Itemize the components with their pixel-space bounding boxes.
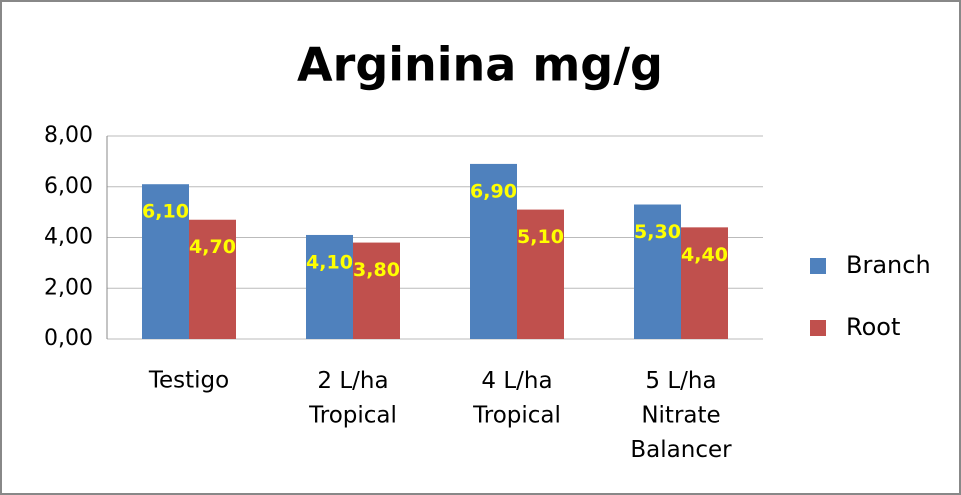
y-tick-label: 2,00 [44,275,93,300]
y-tick-label: 8,00 [44,123,93,148]
x-tick-label: Testigo [148,368,229,394]
bar [353,242,400,339]
x-tick-label: 5 L/ha Nitrate Balancer [630,368,732,463]
value-label: 6,90 [470,180,517,202]
bar [142,184,189,339]
value-label: 4,40 [681,244,728,266]
legend-label: Branch [846,251,931,279]
value-label: 6,10 [142,201,189,223]
chart-title: Arginina mg/g [297,38,663,92]
legend-swatch [810,258,826,274]
bar [681,227,728,339]
value-label: 5,10 [517,226,564,248]
value-label: 3,80 [353,259,400,281]
legend-label: Root [846,313,900,341]
x-tick-label: 4 L/ha Tropical [472,368,561,429]
legend-swatch [810,320,826,336]
y-tick-label: 4,00 [44,225,93,250]
y-tick-label: 6,00 [44,174,93,199]
value-label: 4,10 [306,251,353,273]
bar [470,163,517,339]
bar [189,219,236,339]
value-label: 4,70 [189,236,236,258]
bar [634,204,681,339]
value-label: 5,30 [634,221,681,243]
y-tick-label: 0,00 [44,326,93,351]
bar [517,209,564,339]
bar [306,234,353,339]
x-tick-label: 2 L/ha Tropical [308,368,397,429]
